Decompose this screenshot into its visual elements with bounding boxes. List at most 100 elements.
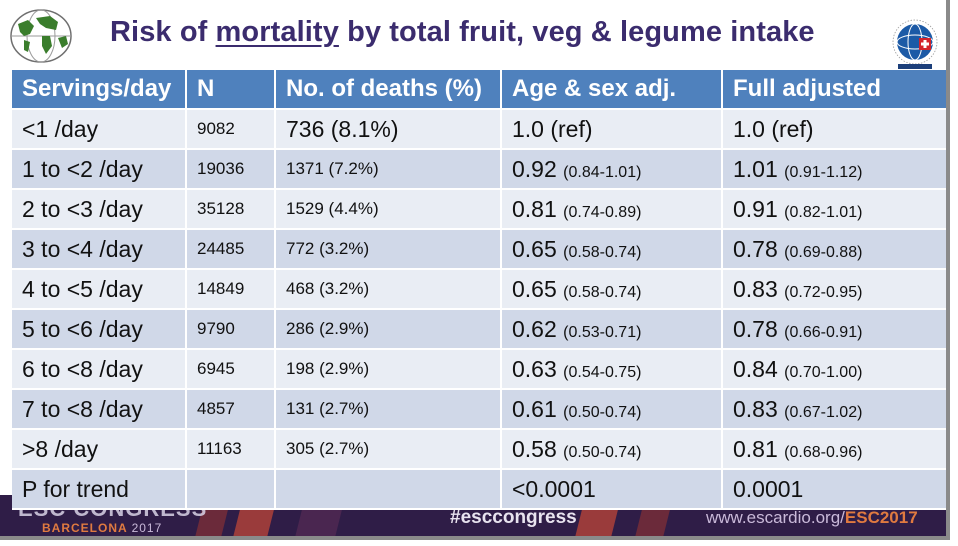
cell-deaths: 1529 (4.4%) [275,189,502,230]
cell-servings: 1 to <2 /day [12,149,187,190]
cell-estimate: 0.83 [733,275,778,302]
cell-ci: (0.69-0.88) [784,243,863,261]
table-row: 6 to <8 /day 6945 198 (2.9%) 0.63 (0.54-… [12,349,946,390]
table-row: >8 /day 11163 305 (2.7%) 0.58 (0.50-0.74… [12,429,946,470]
cell-estimate: 1.0 (ref) [512,115,593,142]
cell-n: 24485 [186,229,276,270]
cell-n: 4857 [186,389,276,430]
cell-age-sex-adj: 0.58 (0.50-0.74) [501,429,723,470]
congress-hashtag: #esccongress [450,507,577,528]
cell-deaths [275,469,502,510]
cell-estimate: 0.58 [512,435,557,462]
cell-servings: P for trend [12,469,187,510]
cell-n: 14849 [186,269,276,310]
cell-ci: (0.82-1.01) [784,203,863,221]
cell-deaths: 131 (2.7%) [275,389,502,430]
world-map-logo [6,6,76,66]
cell-age-sex-adj: 0.63 (0.54-0.75) [501,349,723,390]
cell-deaths: 198 (2.9%) [275,349,502,390]
cell-ci: (0.53-0.71) [563,323,642,341]
cell-ci: (0.70-1.00) [784,363,863,381]
cell-full-adjusted: 0.83 (0.72-0.95) [722,269,946,310]
cell-full-adjusted: 0.0001 [722,469,946,510]
cell-ci: (0.58-0.74) [563,283,642,301]
cell-n: 35128 [186,189,276,230]
table-row: 3 to <4 /day 24485 772 (3.2%) 0.65 (0.58… [12,229,946,270]
cell-ci: (0.50-0.74) [563,443,642,461]
cell-age-sex-adj: 0.65 (0.58-0.74) [501,229,723,270]
cell-deaths: 772 (3.2%) [275,229,502,270]
website-suffix: ESC2017 [844,508,918,527]
cell-servings: 3 to <4 /day [12,229,187,270]
cell-n: 9082 [186,109,276,150]
header-servings: Servings/day [12,70,187,110]
cell-full-adjusted: 0.91 (0.82-1.01) [722,189,946,230]
cell-ci: (0.72-0.95) [784,283,863,301]
cell-estimate: 0.81 [733,435,778,462]
city-name: BARCELONA [42,521,128,535]
cell-age-sex-adj: 0.62 (0.53-0.71) [501,309,723,350]
website-prefix: www.escardio.org/ [706,508,845,527]
cell-age-sex-adj: 0.92 (0.84-1.01) [501,149,723,190]
cell-servings: >8 /day [12,429,187,470]
title-part-1: Risk of [110,16,216,48]
cell-servings: 5 to <6 /day [12,309,187,350]
cell-estimate: 0.78 [733,235,778,262]
cell-estimate: 0.62 [512,315,557,342]
cell-full-adjusted: 0.83 (0.67-1.02) [722,389,946,430]
cell-ci: (0.67-1.02) [784,403,863,421]
mortality-table: Servings/day N No. of deaths (%) Age & s… [12,70,946,510]
cell-n: 19036 [186,149,276,190]
congress-website: www.escardio.org/ESC2017 [706,508,918,528]
cell-estimate: 0.0001 [733,475,804,502]
table-header-row: Servings/day N No. of deaths (%) Age & s… [12,70,946,110]
cell-estimate: 1.0 (ref) [733,115,814,142]
cell-deaths: 286 (2.9%) [275,309,502,350]
title-part-2: by total fruit, veg & legume intake [338,16,815,48]
cell-estimate: 0.65 [512,235,557,262]
cell-ci: (0.58-0.74) [563,243,642,261]
cell-estimate: 0.63 [512,355,557,382]
header-age-sex-adj: Age & sex adj. [501,70,723,110]
header-deaths: No. of deaths (%) [275,70,502,110]
cell-deaths: 305 (2.7%) [275,429,502,470]
cell-age-sex-adj: <0.0001 [501,469,723,510]
congress-city: BARCELONA 2017 [42,521,162,535]
cell-full-adjusted: 0.78 (0.66-0.91) [722,309,946,350]
table-row: 7 to <8 /day 4857 131 (2.7%) 0.61 (0.50-… [12,389,946,430]
table-row: 5 to <6 /day 9790 286 (2.9%) 0.62 (0.53-… [12,309,946,350]
cell-ci: (0.74-0.89) [563,203,642,221]
congress-year: 2017 [131,521,163,535]
cell-ci: (0.68-0.96) [784,443,863,461]
cell-age-sex-adj: 0.65 (0.58-0.74) [501,269,723,310]
cell-estimate: 0.83 [733,395,778,422]
table-row: 1 to <2 /day 19036 1371 (7.2%) 0.92 (0.8… [12,149,946,190]
cell-estimate: 0.91 [733,195,778,222]
cell-full-adjusted: 0.81 (0.68-0.96) [722,429,946,470]
cell-n [186,469,276,510]
cell-n: 9790 [186,309,276,350]
cell-estimate: 0.92 [512,155,557,182]
cell-servings: <1 /day [12,109,187,150]
table-row: <1 /day 9082 736 (8.1%) 1.0 (ref) 1.0 (r… [12,109,946,150]
globe-research-institute-logo [884,18,946,70]
table-row: 2 to <3 /day 35128 1529 (4.4%) 0.81 (0.7… [12,189,946,230]
cell-ci: (0.84-1.01) [563,163,642,181]
cell-full-adjusted: 1.01 (0.91-1.12) [722,149,946,190]
cell-ci: (0.50-0.74) [563,403,642,421]
cell-deaths: 736 (8.1%) [275,109,502,150]
cell-ci: (0.66-0.91) [784,323,863,341]
cell-full-adjusted: 0.78 (0.69-0.88) [722,229,946,270]
cell-ci: (0.91-1.12) [784,163,863,181]
cell-estimate: 0.61 [512,395,557,422]
cell-estimate: 1.01 [733,155,778,182]
cell-deaths: 1371 (7.2%) [275,149,502,190]
cell-age-sex-adj: 0.81 (0.74-0.89) [501,189,723,230]
cell-full-adjusted: 1.0 (ref) [722,109,946,150]
cell-estimate: 0.84 [733,355,778,382]
cell-deaths: 468 (3.2%) [275,269,502,310]
table-row: P for trend <0.0001 0.0001 [12,469,946,510]
cell-estimate: <0.0001 [512,475,596,502]
cell-estimate: 0.65 [512,275,557,302]
